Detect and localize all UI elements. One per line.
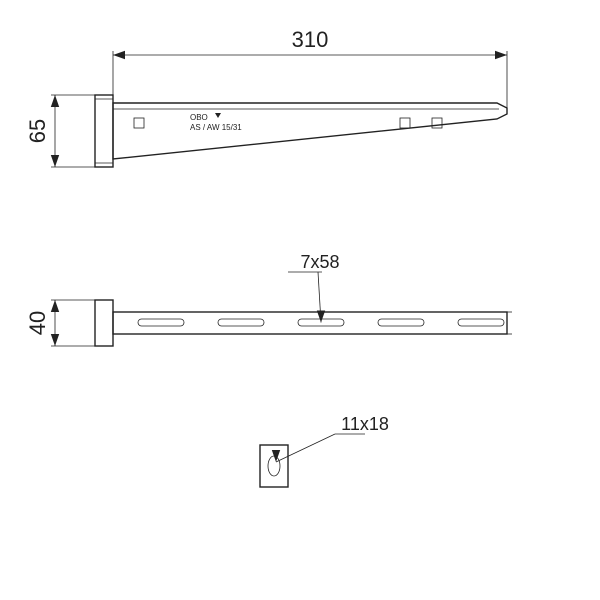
svg-text:310: 310 xyxy=(292,27,329,52)
svg-text:40: 40 xyxy=(25,311,50,335)
svg-text:65: 65 xyxy=(25,119,50,143)
svg-text:OBO: OBO xyxy=(190,113,208,122)
svg-text:11x18: 11x18 xyxy=(341,414,389,434)
svg-text:7x58: 7x58 xyxy=(300,252,339,272)
svg-text:AS / AW 15/31: AS / AW 15/31 xyxy=(190,123,242,132)
